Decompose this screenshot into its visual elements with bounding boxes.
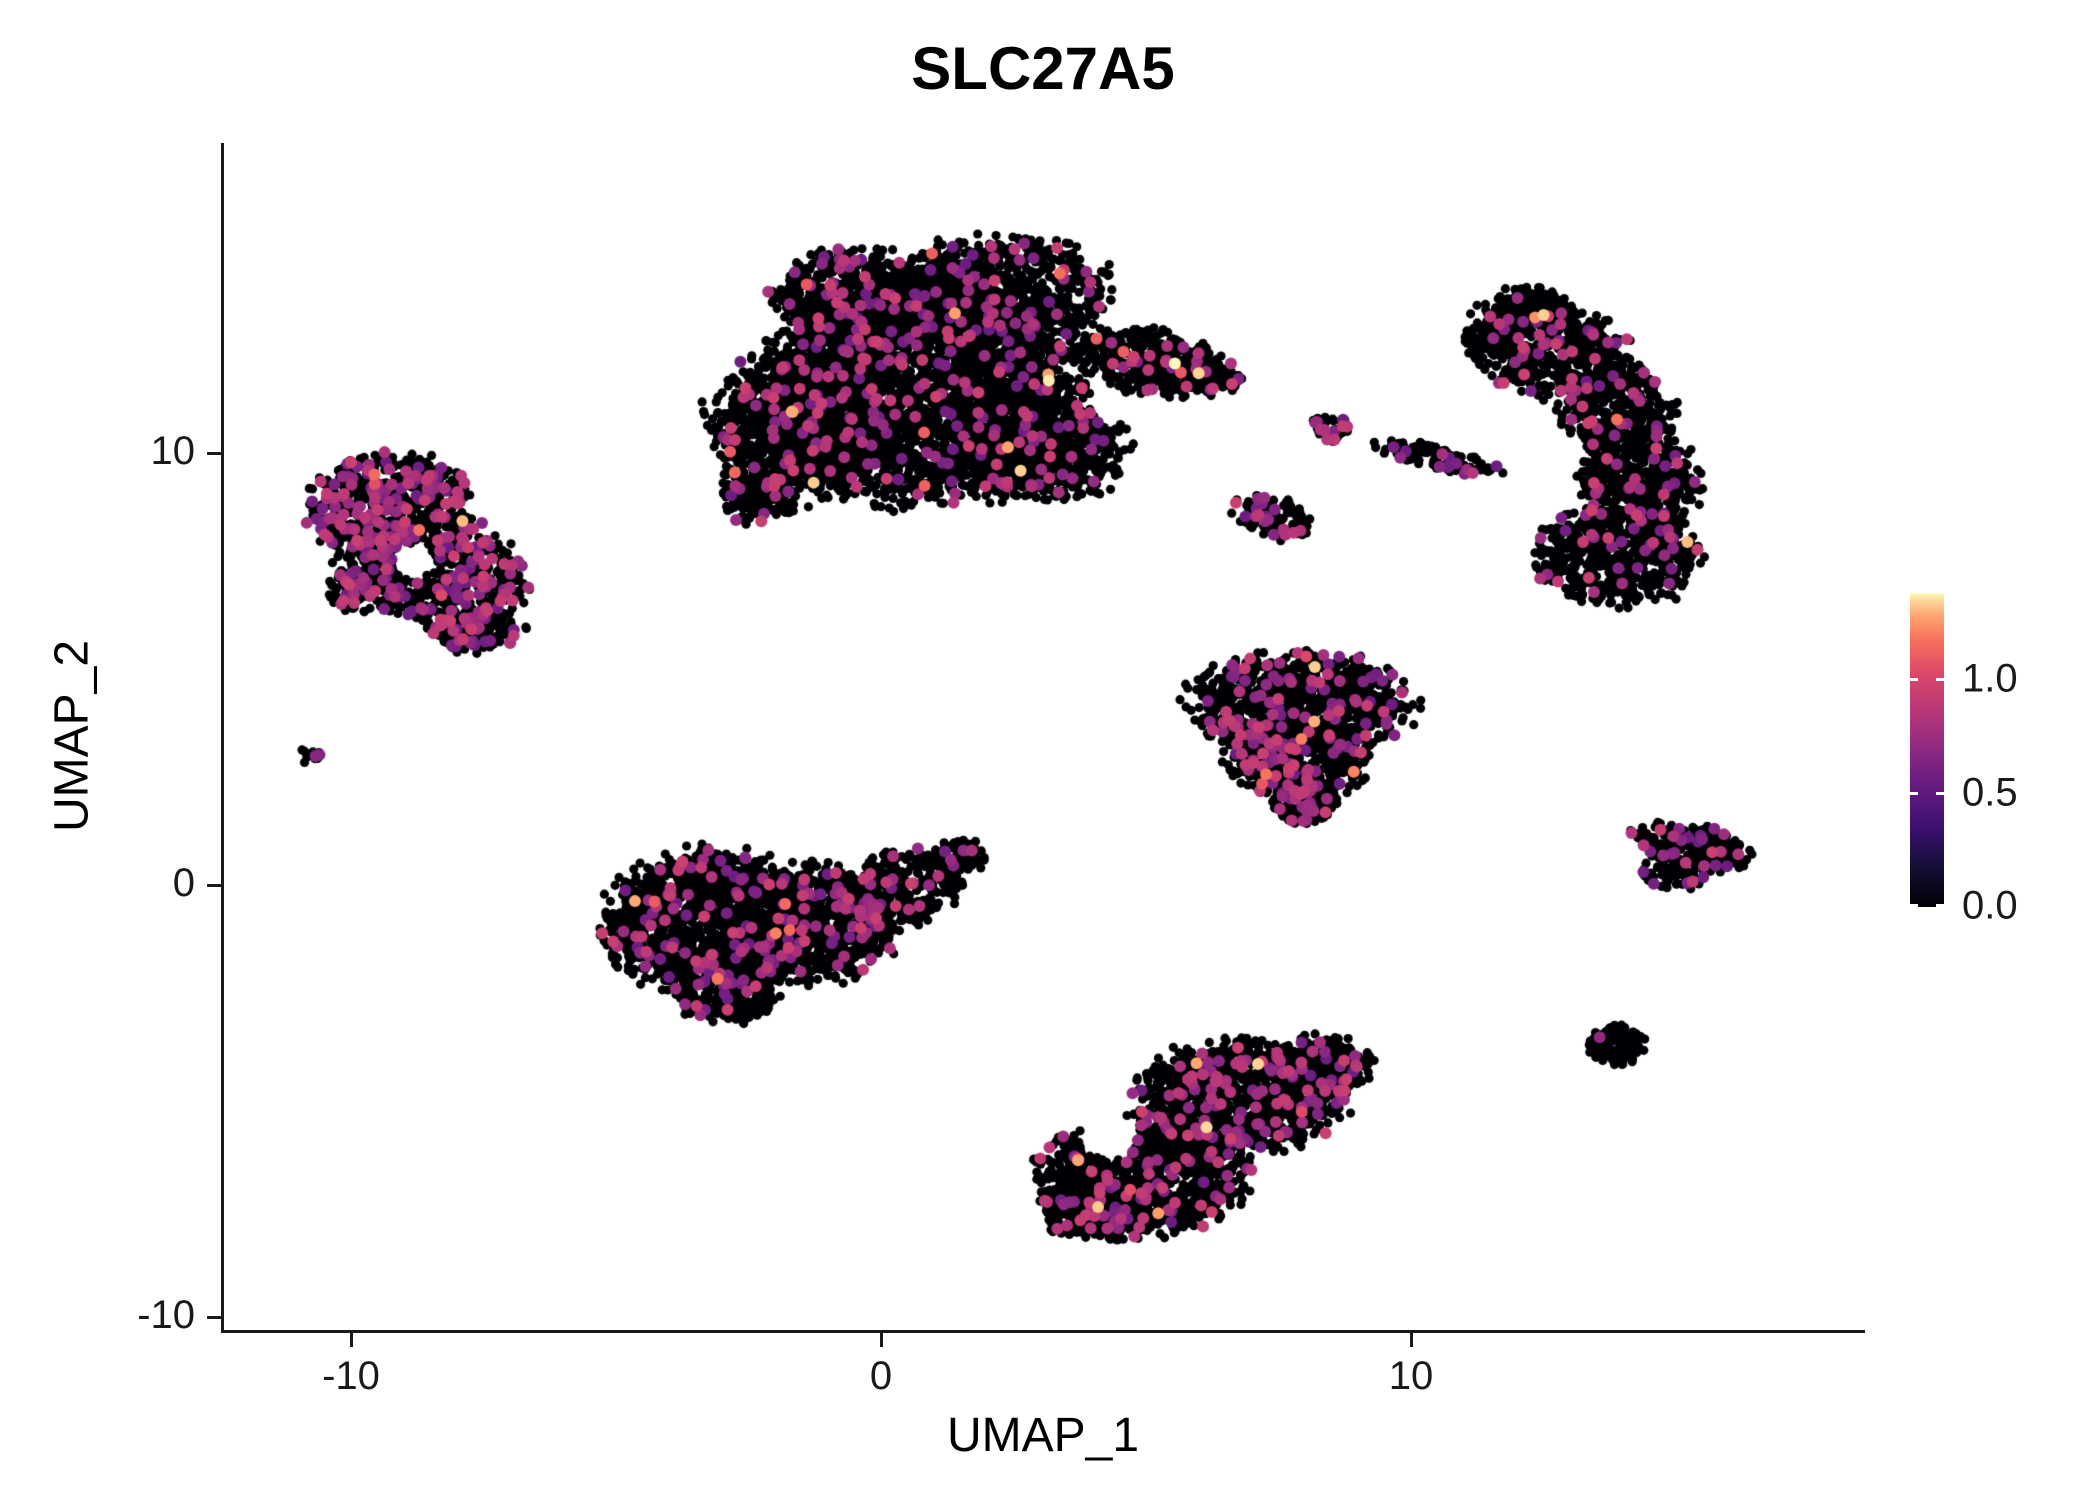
colorbar-tick	[1936, 791, 1944, 795]
colorbar-tick	[1910, 904, 1918, 907]
x-axis-tick	[879, 1333, 883, 1347]
colorbar-tick-label: 0.0	[1962, 883, 2018, 927]
y-axis-line	[221, 143, 224, 1333]
y-axis-title: UMAP_2	[45, 639, 99, 833]
y-axis-tick	[207, 883, 221, 887]
x-axis-tick	[349, 1333, 353, 1347]
colorbar-tick	[1910, 677, 1918, 681]
colorbar-gradient	[1910, 593, 1944, 907]
colorbar-tick-label: 1.0	[1962, 656, 2018, 701]
chart-title: SLC27A5	[911, 35, 1175, 102]
x-axis-line	[221, 1330, 1865, 1333]
colorbar-tick	[1910, 791, 1918, 795]
y-axis-tick-label: 10	[150, 429, 196, 473]
colorbar-tick	[1936, 677, 1944, 681]
x-axis-tick-label: 10	[1388, 1354, 1434, 1398]
colorbar-tick	[1936, 904, 1944, 907]
x-axis-tick-label: 0	[869, 1354, 893, 1398]
x-axis-title: UMAP_1	[946, 1409, 1140, 1462]
x-axis-tick-label: -10	[322, 1354, 380, 1398]
y-axis-tick-label: -10	[137, 1293, 195, 1337]
colorbar-tick-label: 0.5	[1962, 770, 2018, 815]
x-axis-tick	[1409, 1333, 1413, 1347]
y-axis-tick	[207, 451, 221, 455]
y-axis-tick-label: 0	[172, 861, 195, 905]
y-axis-tick	[207, 1315, 221, 1319]
umap-scatter-canvas	[224, 143, 1862, 1330]
